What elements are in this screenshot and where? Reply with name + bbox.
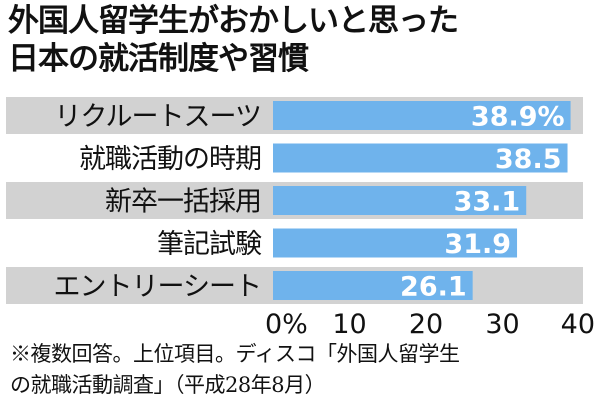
bar (273, 186, 527, 215)
category-label: 筆記試験 (157, 229, 262, 260)
value-labels: 38.9% 38.5 33.1 31.9 26.1 (400, 102, 565, 303)
x-axis-tick-labels: 0% 10 20 30 40 (265, 309, 595, 340)
bar (273, 101, 571, 130)
x-tick-label: 20 (409, 309, 443, 340)
footnote: ※複数回答。上位項目。ディスコ「外国人留学生 の就職活動調査」（平成28年8月） (10, 339, 595, 401)
category-label: 就職活動の時期 (79, 144, 261, 175)
value-label: 38.9% (471, 102, 565, 133)
footnote-line-2: の就職活動調査」（平成28年8月） (10, 373, 326, 397)
bar (273, 271, 473, 300)
value-label: 33.1 (454, 187, 521, 218)
chart-title-line-2: 日本の就活制度や習慣 (8, 41, 309, 77)
x-tick-label: 40 (561, 309, 595, 340)
chart-title: 外国人留学生がおかしいと思った 日本の就活制度や習慣 (8, 2, 593, 78)
chart-title-line-1: 外国人留学生がおかしいと思った (8, 3, 459, 39)
bar (273, 228, 518, 258)
value-label: 38.5 (495, 144, 562, 175)
category-label: リクルートスーツ (54, 102, 261, 133)
category-label: エントリーシート (54, 272, 261, 303)
value-label: 26.1 (400, 272, 467, 303)
footnote-line-1: ※複数回答。上位項目。ディスコ「外国人留学生 (10, 342, 460, 366)
bar (273, 143, 568, 173)
x-tick-label: 0% (265, 309, 308, 340)
x-tick-label: 30 (485, 309, 519, 340)
value-label: 31.9 (444, 229, 511, 260)
x-tick-label: 10 (332, 309, 366, 340)
category-label: 新卒一括採用 (105, 187, 261, 218)
bars (273, 101, 571, 300)
